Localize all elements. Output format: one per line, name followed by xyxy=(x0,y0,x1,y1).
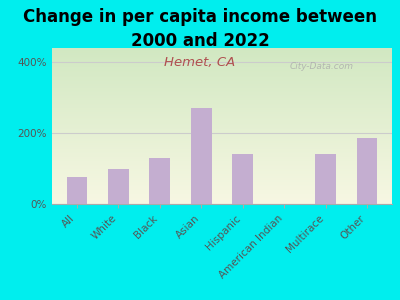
Bar xyxy=(357,138,378,204)
Bar xyxy=(150,158,170,204)
Bar xyxy=(66,177,87,204)
Bar xyxy=(315,154,336,204)
Text: City-Data.com: City-Data.com xyxy=(290,62,354,71)
Bar xyxy=(232,154,253,204)
Text: 2000 and 2022: 2000 and 2022 xyxy=(131,32,269,50)
Text: Change in per capita income between: Change in per capita income between xyxy=(23,8,377,26)
Text: Hemet, CA: Hemet, CA xyxy=(164,56,236,68)
Bar xyxy=(108,169,129,204)
Bar xyxy=(191,108,212,204)
